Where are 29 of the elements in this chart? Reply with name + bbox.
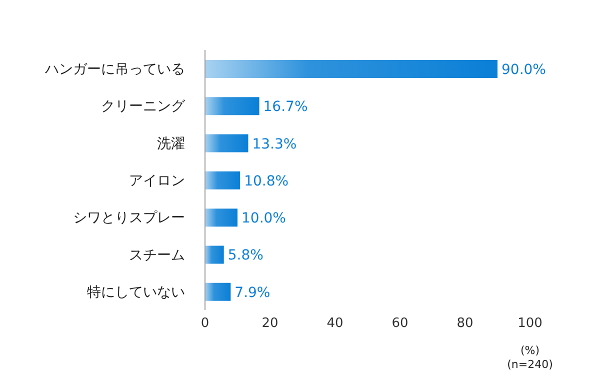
text: (n=240) — [506, 358, 554, 371]
data-label: 10.0% — [242, 210, 286, 227]
data-label: 13.3% — [252, 136, 297, 152]
bar — [205, 171, 240, 190]
data-label: 7.9% — [234, 284, 270, 301]
bar — [205, 97, 260, 116]
data-label: 16.7% — [263, 99, 308, 116]
bar — [205, 246, 224, 264]
bar — [205, 134, 248, 152]
x-tick-label: 100 — [518, 316, 542, 332]
x-tick-label: 20 — [262, 316, 278, 332]
data-label: 10.8% — [244, 173, 289, 190]
y-tick-label: 特にしていない — [87, 284, 185, 300]
bar — [205, 282, 231, 301]
y-tick-label: アイロン — [129, 172, 185, 189]
x-tick-label: 40 — [326, 316, 344, 332]
data-label: 5.8% — [228, 248, 264, 264]
y-tick-label: シワとりスプレー — [73, 210, 185, 226]
x-tick-label: 60 — [392, 316, 408, 332]
x-tick-label: 0 — [200, 316, 210, 332]
x-tick-label: 80 — [456, 316, 474, 332]
y-tick-label: 洗濯 — [157, 136, 185, 152]
y-tick-label: ハンガーに吊っている — [44, 62, 185, 78]
data-label: 90.0% — [502, 62, 546, 78]
y-tick-label: クリーニング — [101, 98, 186, 115]
x-axis-title: (%) — [519, 344, 541, 357]
bar — [205, 60, 498, 78]
bar — [205, 208, 238, 227]
y-tick-label: スチーム — [129, 247, 185, 264]
